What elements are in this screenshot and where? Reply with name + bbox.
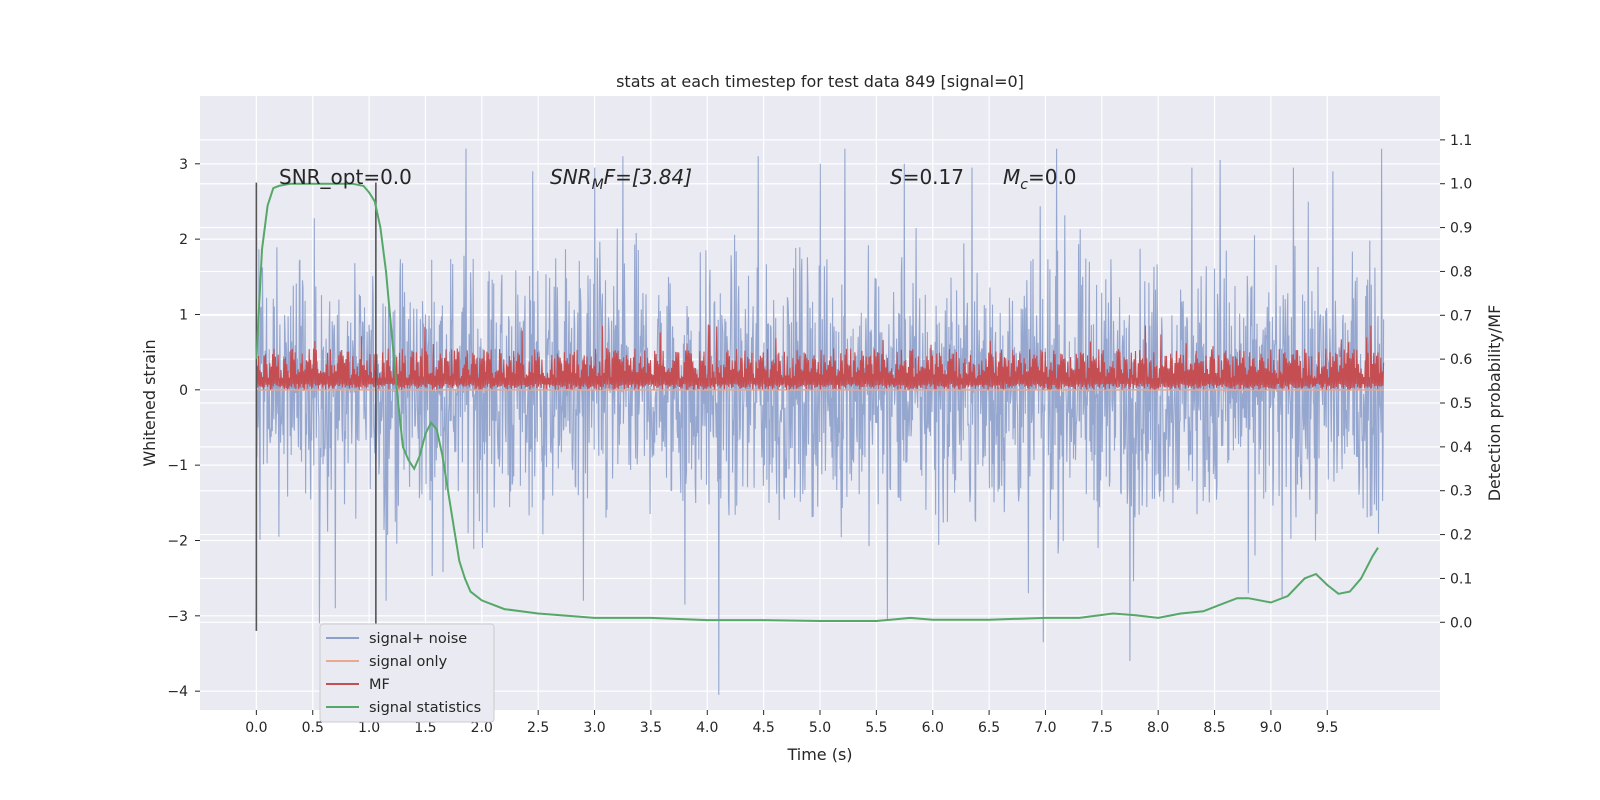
x-tick-label: 6.5 (978, 720, 1000, 736)
annotation-mc-main: M (1003, 165, 1020, 189)
legend-label-signal-statistics: signal statistics (369, 700, 481, 716)
x-tick-label: 7.0 (1034, 720, 1056, 736)
x-tick-label: 7.5 (1091, 720, 1113, 736)
y-right-tick-label: 0.2 (1450, 528, 1472, 544)
x-tick-label: 9.5 (1316, 720, 1338, 736)
mf-line (255, 324, 1385, 390)
y-tick-label: −2 (167, 533, 188, 549)
annotation-mc: Mc=0.0 (1003, 165, 1077, 193)
x-tick-label: 0.5 (302, 720, 324, 736)
x-tick-label: 5.0 (809, 720, 831, 736)
y-right-tick-label: 0.5 (1450, 396, 1472, 412)
annotation-s: S=0.17 (890, 165, 964, 189)
x-tick-label: 9.0 (1260, 720, 1282, 736)
legend-label-signal-only: signal only (369, 654, 448, 670)
x-tick-label: 1.0 (358, 720, 380, 736)
y-tick-label: 0 (179, 383, 188, 399)
series-signal-noise (255, 148, 1385, 695)
x-axis-label: Time (s) (786, 745, 852, 764)
y-right-tick-label: 1.0 (1450, 177, 1472, 193)
annotation-snr-mf-tail: F=[3.84] (604, 165, 692, 189)
x-tick-label: 8.0 (1147, 720, 1169, 736)
annotation-s-main: S (890, 165, 903, 189)
signal-statistics-line (255, 182, 1379, 622)
series-signal-statistics (255, 182, 1379, 622)
annotation-snr-mf: SNRMF=[3.84] (550, 165, 692, 193)
signal-noise-line (255, 148, 1385, 695)
x-tick-label: 3.0 (583, 720, 605, 736)
x-tick-label: 2.0 (471, 720, 493, 736)
annotation-mc-sub: c (1020, 177, 1028, 193)
y-tick-label: −1 (167, 458, 188, 474)
annotation-mc-tail: =0.0 (1028, 165, 1077, 189)
x-tick-label: 0.0 (245, 720, 267, 736)
y-tick-label: 2 (179, 232, 188, 248)
y-right-tick-label: 0.6 (1450, 352, 1472, 368)
legend-box (319, 623, 495, 723)
x-tick-label: 4.0 (696, 720, 718, 736)
annotation-snr-opt: SNR_opt=0.0 (279, 165, 412, 189)
y-right-tick-label: 1.1 (1450, 133, 1472, 149)
y-tick-label: 3 (179, 157, 188, 173)
y-tick-label: 1 (179, 307, 188, 323)
y-right-tick-label: 0.1 (1450, 571, 1472, 587)
x-tick-label: 4.5 (753, 720, 775, 736)
legend-label-signal-noise: signal+ noise (369, 631, 467, 647)
chart-title: stats at each timestep for test data 849… (616, 72, 1024, 91)
y-tick-label: −3 (167, 609, 188, 625)
x-tick-label: 3.5 (640, 720, 662, 736)
legend-label-mf: MF (369, 677, 390, 693)
y-right-tick-label: 0.4 (1450, 440, 1472, 456)
annotation-s-tail: =0.17 (903, 165, 964, 189)
y-right-tick-label: 0.9 (1450, 221, 1472, 237)
y-right-tick-label: 0.8 (1450, 264, 1472, 280)
annotation-snr-mf-main: SNR (550, 165, 592, 189)
y-right-tick-label: 0.0 (1450, 615, 1472, 631)
y-axis-right-label: Detection probability/MF (1485, 305, 1504, 502)
axis-ticks: 0.0 0.5 1.0 1.5 2.0 2.5 3.0 3.5 4.0 4.5 5.0 5.5 6.0 6… (167, 133, 1472, 736)
annotation-snr-mf-sub: M (592, 177, 604, 193)
series-mf (255, 324, 1385, 390)
vertical-markers (255, 182, 377, 631)
y-right-tick-label: 0.3 (1450, 484, 1472, 500)
x-tick-label: 8.5 (1203, 720, 1225, 736)
y-axis-label: Whitened strain (140, 339, 159, 466)
y-tick-label: −4 (167, 684, 188, 700)
x-tick-label: 6.0 (922, 720, 944, 736)
x-tick-label: 2.5 (527, 720, 549, 736)
y-right-tick-label: 0.7 (1450, 308, 1472, 324)
x-tick-label: 1.5 (414, 720, 436, 736)
x-tick-label: 5.5 (865, 720, 887, 736)
legend: signal+ noise signal only MF signal stat… (319, 623, 495, 723)
